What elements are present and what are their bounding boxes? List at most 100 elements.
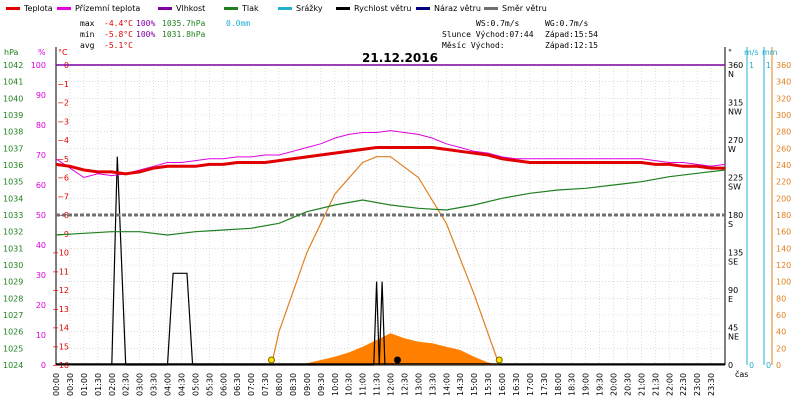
pressure-tick: 1027 — [3, 311, 23, 320]
pressure-tick: 1038 — [3, 128, 23, 137]
stat-moon-set: Západ:12:15 — [545, 41, 598, 50]
rain-unit: mm — [762, 48, 778, 57]
direction-cardinal: SW — [728, 183, 741, 192]
humidity-tick: 40 — [36, 241, 46, 250]
series-temperature — [55, 146, 725, 176]
x-tick-label: 18:00 — [554, 373, 563, 396]
x-tick-label: 09:00 — [303, 373, 312, 396]
solar-tick: 100 — [776, 278, 791, 287]
x-tick-label: 22:00 — [665, 373, 674, 396]
temperature-tick: −11 — [52, 267, 69, 276]
x-tick-label: 20:00 — [610, 373, 619, 396]
pressure-tick: 1032 — [3, 228, 23, 237]
x-tick-label: 19:00 — [582, 373, 591, 396]
direction-cardinal: N — [728, 70, 734, 79]
humidity-tick: 60 — [36, 181, 46, 190]
direction-tick: 315 — [728, 99, 743, 108]
legend-label: Srážky — [296, 4, 323, 13]
solar-tick: 0 — [776, 361, 781, 370]
stat-min-label: min — [80, 30, 95, 39]
stats-block: max -4.4°C 100% 1035.7hPa 0.0mm min -5.8… — [80, 19, 598, 50]
humidity-tick: 50 — [36, 211, 46, 220]
legend-swatch — [484, 7, 498, 10]
direction-cardinal: E — [728, 295, 733, 304]
x-tick-label: 06:00 — [219, 373, 228, 396]
temperature-tick: −14 — [52, 324, 69, 333]
x-tick-label: 12:30 — [400, 373, 409, 396]
series-wind-speed — [111, 156, 127, 366]
solar-tick: 300 — [776, 111, 791, 120]
x-tick-label: 23:00 — [693, 373, 702, 396]
series-pressure — [55, 169, 726, 236]
solar-tick: 120 — [776, 261, 791, 270]
sunset-marker — [495, 356, 503, 364]
pressure-tick: 1031 — [3, 244, 23, 253]
moonset-marker — [393, 356, 401, 364]
humidity-tick: 0 — [41, 361, 46, 370]
direction-tick: 135 — [728, 249, 743, 258]
humidity-tick: 10 — [36, 331, 46, 340]
x-tick-label: 21:30 — [651, 373, 660, 396]
temperature-tick: −12 — [52, 286, 69, 295]
x-tick-label: 10:30 — [345, 373, 354, 396]
temperature-tick: −2 — [57, 99, 69, 108]
solar-tick: 20 — [776, 344, 786, 353]
x-tick-label: 18:30 — [568, 373, 577, 396]
stat-moon: Měsíc Východ: — [442, 41, 505, 50]
sunrise-marker — [267, 356, 275, 364]
wind-tick: 0 — [749, 361, 754, 370]
x-tick-label: 17:30 — [540, 373, 549, 396]
x-tick-label: 12:00 — [387, 373, 396, 396]
temperature-tick: −6 — [57, 174, 69, 183]
direction-cardinal: NE — [728, 333, 739, 342]
direction-tick: 0 — [728, 361, 733, 370]
x-tick-label: 23:30 — [707, 373, 716, 396]
stat-rain: 0.0mm — [226, 19, 250, 28]
x-tick-label: 16:00 — [498, 373, 507, 396]
x-tick-label: 20:30 — [623, 373, 632, 396]
direction-unit: ° — [728, 48, 732, 57]
pressure-tick: 1036 — [3, 161, 23, 170]
pressure-tick: 1040 — [3, 94, 23, 103]
pressure-tick: 1042 — [3, 61, 23, 70]
pressure-tick: 1034 — [3, 194, 23, 203]
pressure-tick: 1029 — [3, 278, 23, 287]
humidity-tick: 20 — [36, 301, 46, 310]
x-tick-label: 11:30 — [373, 373, 382, 396]
solar-tick: 160 — [776, 228, 791, 237]
direction-tick: 90 — [728, 286, 738, 295]
legend-swatch — [416, 7, 430, 10]
stat-sun: Slunce Východ:07:44 — [442, 30, 534, 39]
x-tick-label: 06:30 — [233, 373, 242, 396]
x-tick-label: 22:30 — [679, 373, 688, 396]
legend-label: Náraz větru — [434, 4, 481, 13]
x-tick-label: 08:00 — [275, 373, 284, 396]
humidity-tick: 100 — [31, 61, 46, 70]
legend-label: Tlak — [241, 4, 259, 13]
x-tick-label: 14:00 — [442, 373, 451, 396]
x-tick-label: 10:00 — [331, 373, 340, 396]
legend: Teplota Přízemní teplota Vlhkost Tlak Srážky… — [6, 4, 547, 13]
pressure-tick: 1041 — [3, 78, 23, 87]
x-tick-label: 07:00 — [247, 373, 256, 396]
stat-sun-set: Západ:15:54 — [545, 30, 598, 39]
temperature-tick: −5 — [57, 155, 69, 164]
pressure-tick: 1033 — [3, 211, 23, 220]
temperature-tick: −3 — [57, 117, 69, 126]
legend-swatch — [57, 7, 71, 10]
rain-tick: 1 — [766, 61, 771, 70]
temperature-tick: −15 — [52, 342, 69, 351]
legend-label: Rychlost větru — [354, 4, 411, 13]
temperature-tick: −10 — [52, 249, 69, 258]
legend-label: Přízemní teplota — [75, 4, 140, 13]
stat-max-press: 1035.7hPa — [162, 19, 206, 28]
legend-label: Teplota — [23, 4, 53, 13]
solar-tick: 80 — [776, 294, 786, 303]
solar-tick: 240 — [776, 161, 791, 170]
x-tick-label: 01:30 — [94, 373, 103, 396]
x-tick-label: 11:00 — [359, 373, 368, 396]
humidity-tick: 30 — [36, 271, 46, 280]
direction-tick: 180 — [728, 211, 743, 220]
x-tick-label: 16:30 — [512, 373, 521, 396]
